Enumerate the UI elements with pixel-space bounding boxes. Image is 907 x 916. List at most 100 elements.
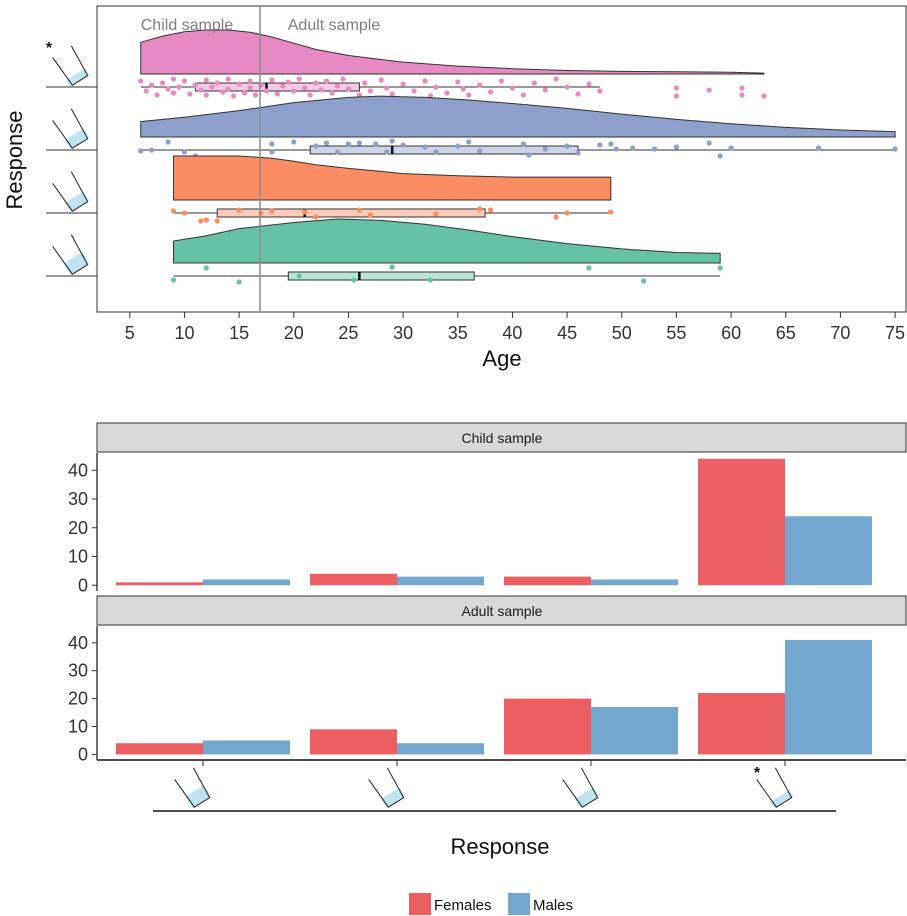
data-point bbox=[542, 146, 548, 152]
data-point bbox=[170, 90, 177, 96]
data-point bbox=[187, 91, 193, 97]
data-point bbox=[717, 153, 723, 159]
data-point bbox=[181, 78, 188, 84]
bar-males bbox=[785, 516, 872, 586]
data-point bbox=[477, 148, 483, 154]
data-point bbox=[323, 140, 330, 146]
bar-females bbox=[310, 729, 397, 755]
raincloud-chart: * Child sample Adult sample 5 10 15 20 25 30 3… bbox=[2, 5, 907, 371]
data-point bbox=[384, 85, 390, 91]
bar-males bbox=[591, 579, 678, 586]
data-point bbox=[269, 77, 275, 83]
bar-females bbox=[698, 458, 785, 586]
star-marker: * bbox=[46, 40, 53, 57]
bars bbox=[116, 639, 872, 755]
data-point bbox=[231, 93, 237, 99]
data-point bbox=[586, 81, 592, 87]
y-axis-ticks bbox=[46, 86, 97, 277]
glass-water bbox=[185, 785, 212, 809]
data-point bbox=[138, 78, 144, 84]
y-tick-label: 10 bbox=[68, 547, 88, 567]
data-point bbox=[564, 210, 570, 216]
data-point bbox=[170, 208, 177, 214]
adult-sample-region-label: Adult sample bbox=[288, 17, 381, 34]
data-point bbox=[269, 208, 275, 214]
data-point bbox=[367, 88, 373, 94]
data-point bbox=[444, 90, 450, 96]
data-point bbox=[165, 86, 171, 92]
data-point bbox=[815, 145, 822, 151]
glass-outline bbox=[52, 45, 89, 86]
raincloud-row bbox=[170, 155, 614, 224]
data-point bbox=[138, 148, 144, 154]
data-point bbox=[717, 265, 723, 271]
faceted-bar-chart: Child sample 0 10 20 30 40 Adult sample 0 10 2… bbox=[68, 422, 907, 915]
bar-females bbox=[698, 693, 785, 755]
data-point bbox=[542, 87, 548, 93]
data-point bbox=[214, 80, 220, 86]
x-tick-label: 75 bbox=[885, 323, 905, 343]
y-tick-label: 10 bbox=[68, 717, 88, 737]
data-point bbox=[389, 91, 395, 97]
x-tick-label: 25 bbox=[338, 323, 358, 343]
bar-females bbox=[116, 582, 203, 586]
facet-strip bbox=[96, 595, 907, 626]
data-point bbox=[575, 150, 581, 156]
data-point bbox=[149, 82, 155, 88]
data-point bbox=[673, 144, 680, 150]
glass-water bbox=[64, 191, 90, 213]
data-point bbox=[641, 278, 647, 284]
data-point bbox=[203, 265, 209, 271]
x-tick-label: 5 bbox=[125, 323, 135, 343]
data-point bbox=[181, 210, 188, 216]
data-point bbox=[192, 82, 198, 88]
data-point bbox=[460, 86, 466, 92]
tilted-glass-icon bbox=[52, 234, 90, 276]
data-point bbox=[520, 141, 526, 147]
response-glyphs: * bbox=[46, 40, 90, 276]
legend-label-males: Males bbox=[533, 897, 573, 914]
glass-outline bbox=[174, 767, 211, 808]
iqr-box bbox=[216, 208, 486, 218]
bars bbox=[116, 458, 872, 586]
y-tick-label: 20 bbox=[68, 518, 88, 538]
data-point bbox=[373, 141, 379, 147]
facet-strip-title: Adult sample bbox=[462, 603, 543, 619]
iqr-box bbox=[194, 82, 360, 92]
data-point bbox=[526, 152, 532, 158]
data-point bbox=[739, 85, 745, 91]
data-point bbox=[214, 218, 220, 224]
data-point bbox=[323, 78, 330, 84]
data-point bbox=[198, 218, 204, 224]
data-point bbox=[203, 92, 209, 98]
x-tick-label: 70 bbox=[830, 323, 850, 343]
legend-swatch-males bbox=[508, 893, 530, 915]
data-point bbox=[236, 279, 242, 285]
x-tick-label: 45 bbox=[557, 323, 577, 343]
data-point bbox=[466, 92, 472, 98]
bar-males bbox=[785, 639, 872, 755]
data-point bbox=[258, 210, 264, 216]
data-point bbox=[651, 146, 658, 152]
data-point bbox=[313, 143, 319, 149]
y-tick-label: 30 bbox=[68, 661, 88, 681]
data-point bbox=[466, 139, 472, 145]
x-tick-label: 30 bbox=[393, 323, 413, 343]
data-point bbox=[630, 145, 636, 151]
data-point bbox=[613, 146, 619, 152]
tilted-glass-icon bbox=[174, 767, 212, 809]
data-point bbox=[673, 85, 680, 91]
glass-water bbox=[66, 68, 90, 87]
data-point bbox=[356, 207, 362, 213]
data-point bbox=[422, 78, 428, 84]
data-point bbox=[252, 92, 259, 98]
bar-females bbox=[116, 743, 203, 755]
data-point bbox=[400, 81, 406, 87]
glass-water bbox=[574, 787, 600, 809]
y-tick-label: 0 bbox=[78, 744, 88, 764]
child-sample-region-label: Child sample bbox=[141, 17, 234, 34]
data-point bbox=[291, 139, 297, 145]
data-point bbox=[209, 84, 215, 90]
data-point bbox=[362, 80, 368, 86]
x-tick-label: 40 bbox=[502, 323, 522, 343]
